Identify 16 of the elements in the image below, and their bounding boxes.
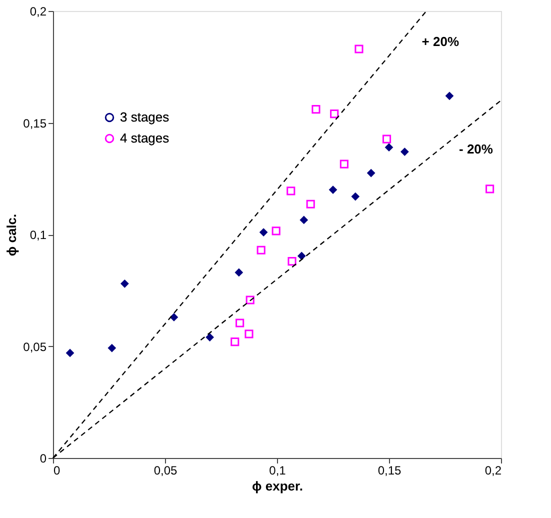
legend-label: 4 stages: [120, 130, 170, 146]
x-axis-title: ϕ exper.: [252, 478, 303, 494]
x-tick-label: 0: [54, 464, 60, 478]
y-tick-label: 0: [40, 452, 47, 466]
y-tick-label: 0,2: [30, 4, 47, 18]
x-tick-label: 0,1: [269, 464, 286, 478]
series-label: + 20%: [422, 34, 460, 49]
y-tick-label: 0,1: [30, 228, 47, 242]
y-axis-title: ϕ calc.: [4, 214, 20, 256]
y-tick-label: 0,05: [23, 340, 47, 354]
x-tick-label: 0,05: [154, 464, 178, 478]
x-tick-label: 0,15: [378, 464, 402, 478]
legend-label: 3 stages: [120, 110, 170, 124]
y-tick-label: 0,15: [23, 116, 47, 130]
x-tick-label: 0,2: [484, 464, 502, 478]
series-label: - 20%: [459, 141, 494, 156]
